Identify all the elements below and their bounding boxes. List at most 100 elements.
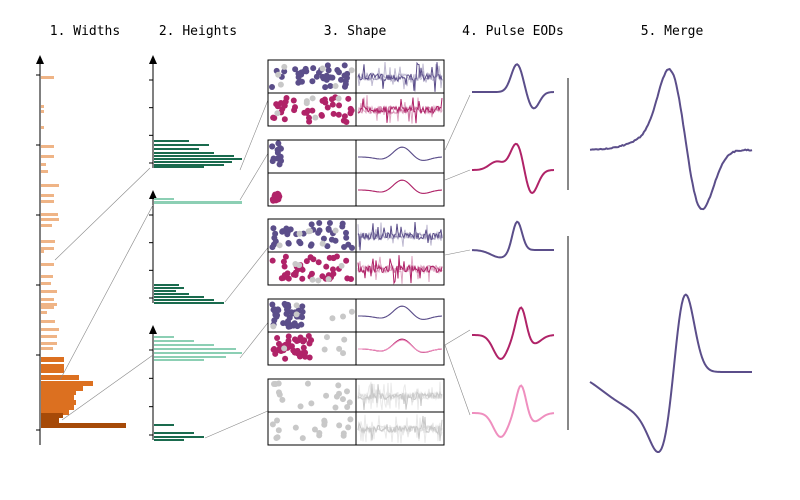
width-bar	[41, 342, 57, 345]
scatter-point	[309, 221, 315, 227]
scatter-point	[316, 432, 322, 438]
height-bar	[154, 336, 174, 338]
height-bar	[154, 436, 204, 438]
scatter-point	[282, 356, 288, 362]
height-bar	[154, 155, 234, 157]
scatter-point	[329, 237, 335, 243]
scatter-point	[305, 108, 311, 114]
scatter-point	[309, 271, 315, 277]
scatter-point-unassigned	[340, 314, 346, 320]
width-bar	[41, 110, 44, 113]
scatter-point	[312, 427, 318, 433]
scatter-point-unassigned	[341, 337, 347, 343]
width-bar	[41, 357, 64, 362]
scatter-point	[343, 119, 349, 125]
width-bar	[41, 218, 59, 221]
width-bar	[41, 200, 54, 203]
scatter-point	[325, 105, 331, 111]
height-bar	[154, 299, 214, 301]
scatter-point	[294, 338, 300, 344]
scatter-point	[270, 225, 276, 231]
width-bar	[41, 413, 63, 418]
height-bar	[154, 340, 194, 342]
scatter-point	[316, 220, 322, 226]
scatter-point	[285, 338, 291, 344]
scatter-point	[347, 399, 353, 405]
eod-trace	[472, 144, 554, 193]
eod-trace	[472, 64, 554, 108]
height-bar	[154, 287, 184, 289]
scatter-point-unassigned	[275, 72, 281, 78]
heights-histograms	[149, 55, 242, 441]
heights-axis-arrow	[149, 190, 157, 199]
scatter-point	[327, 220, 333, 226]
scatter-point	[292, 350, 298, 356]
scatter-point	[330, 255, 336, 261]
scatter-point	[284, 306, 290, 312]
width-bar	[41, 390, 76, 395]
scatter-point	[285, 270, 291, 276]
scatter-point	[349, 108, 355, 114]
shape-block	[268, 60, 444, 126]
width-bar	[41, 347, 53, 350]
scatter-point	[335, 382, 341, 388]
scatter-point	[342, 113, 348, 119]
scatter-point	[276, 381, 282, 387]
scatter-point	[326, 67, 332, 73]
connector-line	[225, 245, 270, 302]
scatter-point-unassigned	[315, 277, 321, 283]
height-bar	[154, 284, 179, 286]
width-bar	[41, 240, 55, 243]
width-bar	[41, 184, 59, 187]
scatter-point	[269, 144, 275, 150]
scatter-point	[298, 322, 304, 328]
scatter-point	[275, 195, 281, 201]
scatter-point	[282, 116, 288, 122]
width-bar	[41, 423, 126, 428]
scatter-point	[302, 354, 308, 360]
height-bar	[154, 166, 204, 168]
scatter-point	[270, 115, 276, 121]
scatter-point	[293, 425, 299, 431]
scatter-point	[308, 337, 314, 343]
scatter-point	[273, 314, 279, 320]
scatter-point-unassigned	[310, 95, 316, 101]
scatter-point	[343, 258, 349, 264]
scatter-point	[282, 264, 288, 270]
pipeline-figure: 1. Widths 2. Heights 3. Shape 4. Pulse E…	[0, 0, 800, 500]
width-bar	[41, 194, 54, 197]
scatter-point	[322, 84, 328, 90]
height-bar	[154, 348, 236, 350]
connector-line	[445, 170, 470, 180]
scatter-point-unassigned	[340, 350, 346, 356]
scatter-point	[270, 258, 276, 264]
scatter-point	[280, 228, 286, 234]
scatter-point-unassigned	[274, 110, 280, 116]
scatter-point	[275, 434, 281, 440]
eod-trace	[472, 308, 554, 359]
scatter-point	[305, 381, 311, 387]
scatter-point	[275, 147, 281, 153]
height-bar	[154, 356, 226, 358]
height-bar	[154, 148, 199, 150]
scatter-point	[318, 112, 324, 118]
scatter-point	[349, 245, 355, 251]
scatter-point	[347, 416, 353, 422]
scatter-point-unassigned	[304, 98, 310, 104]
scatter-point	[300, 435, 306, 441]
scatter-point	[340, 396, 346, 402]
scatter-point	[278, 154, 284, 160]
scatter-point	[308, 243, 314, 249]
width-bar	[41, 405, 74, 410]
scatter-point-unassigned	[336, 95, 342, 101]
scatter-point-unassigned	[320, 241, 326, 247]
scatter-point	[279, 106, 285, 112]
merged-eod-trace	[590, 69, 752, 209]
scatter-point	[309, 78, 315, 84]
width-bar	[41, 320, 55, 323]
scatter-point	[344, 388, 350, 394]
scatter-point	[308, 400, 314, 406]
scatter-point	[310, 65, 316, 71]
height-bar	[154, 201, 242, 204]
shape-block	[268, 140, 444, 206]
